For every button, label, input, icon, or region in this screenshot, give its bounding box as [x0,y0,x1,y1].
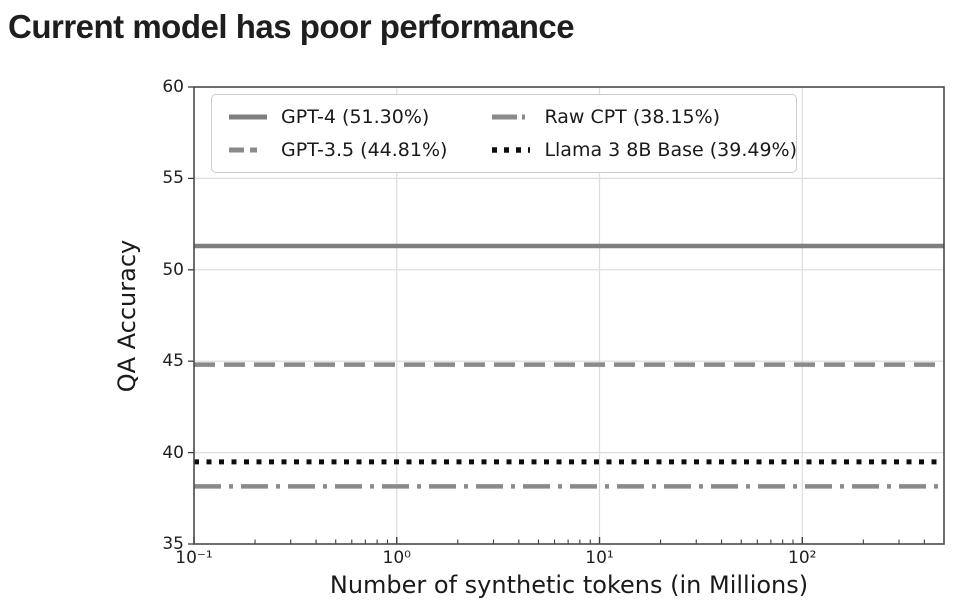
legend: GPT-4 (51.30%) GPT-3.5 (44.81%) Raw CPT (3… [211,94,797,173]
y-tick-label: 60 [162,77,184,97]
x-axis-label: Number of synthetic tokens (in Millions) [329,571,809,599]
legend-line-swatch-icon [229,114,267,120]
y-tick-label: 40 [162,442,184,463]
legend-entry-gpt35: GPT-3.5 (44.81%) [228,137,447,163]
y-axis-label: QA Accuracy [113,239,141,393]
legend-line-swatch-icon [492,114,531,120]
page-title: Current model has poor performance [8,8,575,45]
legend-entry-raw-cpt: Raw CPT (38.15%) [491,104,797,130]
y-tick-label: 35 [162,534,184,554]
legend-label: GPT-4 (51.30%) [281,106,430,128]
plot-spines [193,86,945,545]
legend-label: Raw CPT (38.15%) [544,106,721,128]
y-tick-label: 50 [162,259,184,280]
y-tick-label: 45 [162,351,184,372]
legend-label: Llama 3 8B Base (39.49%) [544,139,798,161]
x-tick-label: 10¹ [585,548,614,568]
legend-label: GPT-3.5 (44.81%) [281,139,448,161]
x-tick-label: 10⁻¹ [175,548,213,568]
legend-entry-gpt4: GPT-4 (51.30%) [228,104,447,130]
legend-line-swatch-icon [492,147,531,153]
x-tick-label: 10² [788,548,817,568]
legend-line-swatch-icon [229,147,267,153]
legend-entry-llama3-8b-base: Llama 3 8B Base (39.49%) [491,137,797,163]
y-tick-label: 55 [162,168,184,189]
x-tick-label: 10⁰ [382,548,411,568]
